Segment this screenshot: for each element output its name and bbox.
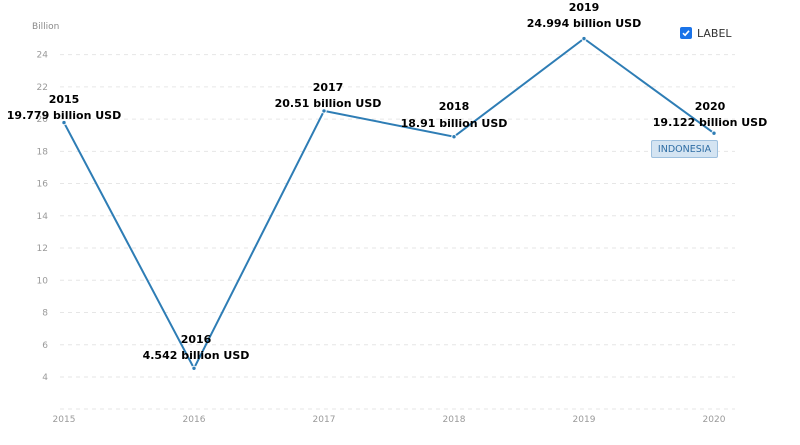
data-label-year: 2016	[181, 333, 212, 346]
data-label-year: 2018	[439, 100, 470, 113]
data-label-value: 24.994 billion USD	[527, 17, 641, 30]
x-axis: 2015 2016 2017 2018 2019 2020	[53, 415, 726, 425]
data-label-year: 2017	[313, 81, 344, 94]
data-label-value: 18.91 billion USD	[401, 117, 508, 130]
series-indonesia	[61, 35, 717, 371]
checkbox-checked-icon[interactable]	[680, 27, 692, 39]
x-tick-label: 2019	[573, 415, 596, 425]
x-tick-label: 2017	[313, 415, 336, 425]
data-label-value: 19.779 billion USD	[7, 109, 121, 122]
data-point[interactable]	[61, 119, 67, 126]
grid-layer	[60, 54, 735, 410]
y-tick-label: 12	[37, 244, 48, 254]
data-point[interactable]	[191, 365, 197, 371]
y-tick-label: 18	[37, 147, 49, 157]
x-tick-label: 2016	[183, 415, 206, 425]
label-toggle-text: LABEL	[697, 26, 732, 40]
y-tick-label: 6	[42, 341, 48, 351]
data-point[interactable]	[451, 134, 457, 140]
data-label-value: 19.122 billion USD	[653, 116, 767, 129]
data-label-year: 2019	[569, 1, 600, 14]
data-label-year: 2015	[49, 93, 80, 106]
x-tick-label: 2018	[443, 415, 466, 425]
y-tick-label: 16	[37, 180, 49, 190]
y-tick-label: 8	[42, 309, 48, 319]
x-tick-label: 2015	[53, 415, 76, 425]
data-point[interactable]	[581, 35, 587, 42]
x-tick-label: 2020	[703, 415, 726, 425]
data-label-year: 2020	[695, 100, 726, 113]
data-point[interactable]	[321, 108, 327, 114]
y-tick-label: 10	[37, 276, 49, 286]
y-tick-label: 24	[37, 51, 49, 61]
legend-item-indonesia[interactable]: INDONESIA	[651, 140, 718, 158]
y-tick-label: 4	[42, 373, 48, 383]
y-tick-label: 14	[37, 212, 49, 222]
y-axis: 4 6 8 10 12 14 16 18 20 22 24 Billion	[32, 22, 59, 383]
data-label-value: 20.51 billion USD	[275, 97, 382, 110]
data-label-value: 4.542 billion USD	[143, 349, 250, 362]
label-toggle[interactable]: LABEL	[680, 25, 732, 41]
y-axis-title: Billion	[32, 22, 59, 32]
data-point[interactable]	[711, 130, 717, 136]
series-line-indonesia	[63, 37, 715, 371]
y-tick-label: 20	[37, 115, 49, 125]
y-tick-label: 22	[37, 83, 48, 93]
